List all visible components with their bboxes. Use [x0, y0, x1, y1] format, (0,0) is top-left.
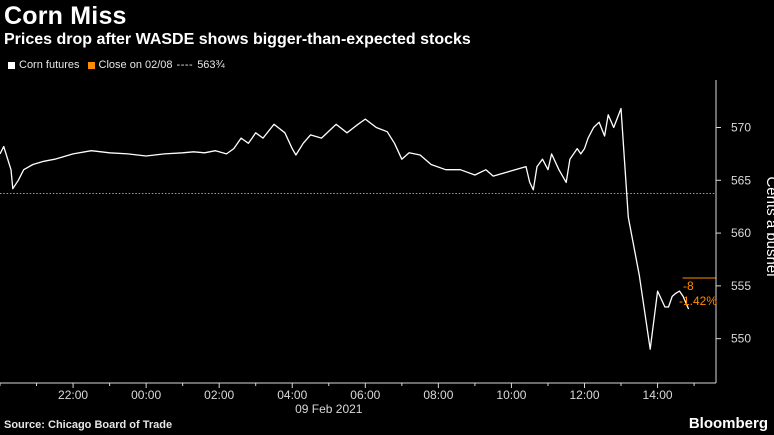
x-tick-label: 12:00 [569, 388, 599, 402]
corn-futures-line [0, 107, 690, 350]
y-tick-label: 560 [731, 226, 751, 240]
pct-change-annotation: -1.42% [679, 294, 717, 308]
legend: Corn futures Close on 02/08 ---- 563¾ [8, 59, 233, 71]
chart-plot: 22:00 00:00 02:00 04:00 06:00 08:00 10:00 12:00… [0, 80, 774, 416]
y-tick-label: 565 [731, 173, 751, 187]
source-note: Source: Chicago Board of Trade [4, 419, 173, 431]
x-tick-label: 22:00 [58, 388, 88, 402]
x-tick-label: 04:00 [277, 388, 307, 402]
bloomberg-logo: Bloomberg [688, 415, 768, 432]
x-tick-label: 14:00 [643, 388, 673, 402]
y-tick-label: 570 [731, 121, 751, 135]
y-tick-label: 555 [731, 279, 751, 293]
y-ticks: 550 555 560 565 570 [716, 121, 751, 346]
x-tick-label: 00:00 [131, 388, 161, 402]
chart-subtitle: Prices drop after WASDE shows bigger-tha… [4, 31, 471, 48]
legend-swatch-white-icon [8, 61, 15, 69]
x-tick-label: 10:00 [496, 388, 526, 402]
legend-item-corn-futures: Corn futures [8, 59, 80, 71]
legend-item-close: Close on 02/08 ---- 563¾ [87, 59, 225, 71]
y-axis-label: Cents a bushel [763, 176, 774, 276]
legend-close-value: 563¾ [197, 59, 225, 71]
x-tick-label: 08:00 [423, 388, 453, 402]
chart-title: Corn Miss [4, 2, 127, 30]
date-label: 09 Feb 2021 [295, 402, 363, 416]
legend-label-corn-futures: Corn futures [19, 59, 80, 71]
legend-label-close: Close on 02/08 [98, 59, 173, 71]
legend-dash-icon: ---- [176, 59, 194, 71]
legend-swatch-orange-icon [87, 61, 95, 69]
x-tick-label: 06:00 [350, 388, 380, 402]
change-annotation: -8 [683, 279, 694, 293]
y-tick-label: 550 [731, 332, 751, 346]
x-ticks: 22:00 00:00 02:00 04:00 06:00 08:00 10:00 12:00… [0, 383, 695, 402]
x-tick-label: 02:00 [204, 388, 234, 402]
